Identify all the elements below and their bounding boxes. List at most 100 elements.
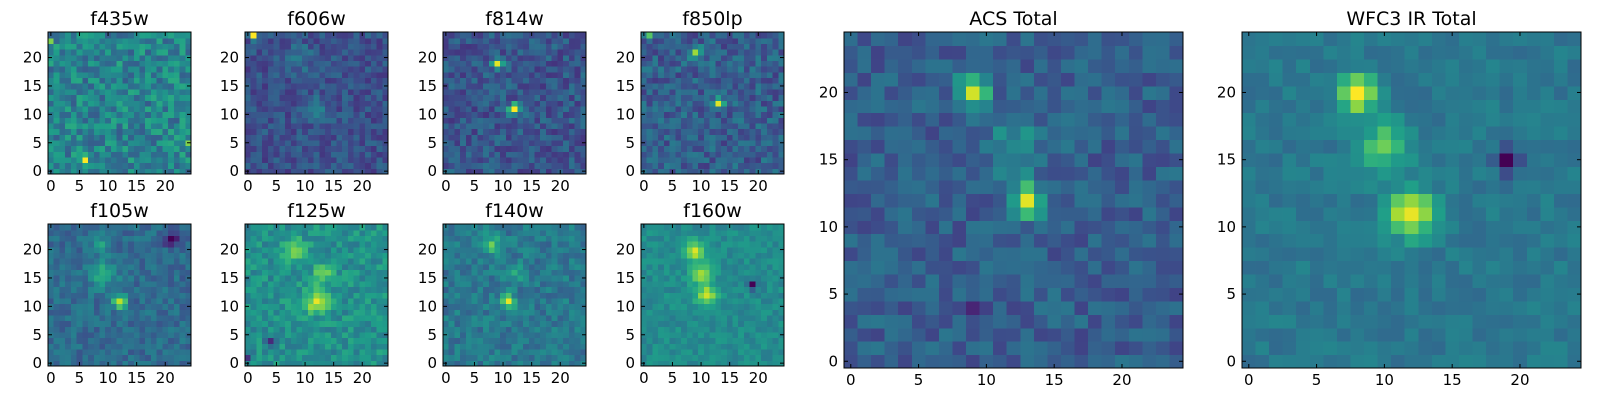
heatmap-cell bbox=[454, 100, 461, 107]
heatmap-cell bbox=[772, 360, 779, 367]
heatmap-cell bbox=[256, 100, 263, 107]
heatmap-cell bbox=[173, 275, 181, 282]
heatmap-cell bbox=[302, 263, 309, 271]
heatmap-cell bbox=[133, 117, 141, 124]
heatmap-cell bbox=[185, 88, 192, 96]
y-tick-label: 0 bbox=[427, 354, 437, 372]
heatmap-cell bbox=[732, 162, 739, 169]
heatmap-cell bbox=[256, 117, 263, 124]
heatmap-cell bbox=[279, 320, 286, 327]
heatmap-cell bbox=[185, 280, 192, 288]
heatmap-cell bbox=[749, 117, 756, 124]
heatmap-cell bbox=[88, 360, 95, 367]
heatmap-cell bbox=[483, 49, 490, 56]
heatmap-cell bbox=[681, 83, 688, 90]
heatmap-cell bbox=[290, 337, 298, 344]
heatmap-cell bbox=[540, 246, 547, 253]
heatmap-cell bbox=[738, 320, 745, 327]
heatmap-cell bbox=[370, 297, 378, 305]
heatmap-cell bbox=[313, 320, 320, 327]
heatmap-cell bbox=[505, 83, 513, 90]
heatmap-cell bbox=[500, 100, 507, 107]
heatmap-cell bbox=[65, 77, 72, 84]
heatmap-cell bbox=[761, 292, 768, 299]
heatmap-cell bbox=[93, 88, 101, 96]
heatmap-cell bbox=[162, 314, 169, 322]
heatmap-cell bbox=[285, 337, 292, 344]
heatmap-cell bbox=[245, 309, 252, 316]
heatmap-cell bbox=[290, 235, 298, 242]
heatmap-cell bbox=[150, 83, 158, 90]
heatmap-cell bbox=[471, 309, 478, 316]
heatmap-cell bbox=[488, 111, 496, 118]
heatmap-cell bbox=[179, 134, 186, 141]
heatmap-cell bbox=[48, 337, 55, 344]
heatmap-cell bbox=[325, 269, 332, 276]
heatmap-cell bbox=[681, 151, 688, 158]
heatmap-cell bbox=[48, 105, 55, 113]
heatmap-cell bbox=[245, 314, 252, 322]
heatmap-cell bbox=[483, 326, 490, 333]
heatmap-cell bbox=[145, 71, 152, 79]
heatmap-cell bbox=[185, 354, 192, 361]
heatmap-cell bbox=[370, 32, 378, 39]
heatmap-cell bbox=[325, 151, 332, 158]
heatmap-cell bbox=[173, 156, 181, 164]
heatmap-cell bbox=[540, 128, 547, 135]
heatmap-cell bbox=[347, 94, 355, 101]
heatmap-cell bbox=[273, 71, 280, 79]
heatmap-cell bbox=[563, 229, 570, 236]
heatmap-cell bbox=[698, 354, 705, 361]
heatmap-cell bbox=[325, 37, 332, 44]
heatmap-cell bbox=[477, 77, 484, 84]
heatmap-cell bbox=[48, 235, 55, 242]
heatmap-cell bbox=[477, 32, 484, 39]
heatmap-cell bbox=[65, 263, 72, 271]
heatmap-cell bbox=[528, 66, 536, 73]
heatmap-cell bbox=[262, 258, 269, 265]
heatmap-cell bbox=[256, 326, 263, 333]
heatmap-cell bbox=[732, 354, 739, 361]
heatmap-cell bbox=[755, 122, 762, 130]
heatmap-cell bbox=[574, 354, 581, 361]
heatmap-cell bbox=[772, 139, 779, 147]
heatmap-cell bbox=[279, 117, 286, 124]
heatmap-cell bbox=[307, 337, 315, 344]
heatmap-cell bbox=[250, 122, 258, 130]
heatmap-cell bbox=[477, 360, 484, 367]
heatmap-cell bbox=[732, 122, 739, 130]
heatmap-cell bbox=[692, 105, 699, 113]
heatmap-cell bbox=[76, 320, 83, 327]
heatmap-cell bbox=[772, 117, 779, 124]
heatmap-cell bbox=[185, 263, 192, 271]
heatmap-cell bbox=[511, 111, 518, 118]
heatmap-cell bbox=[313, 49, 320, 56]
heatmap-cell bbox=[511, 229, 518, 236]
heatmap-cell bbox=[76, 331, 83, 339]
heatmap-cell bbox=[76, 83, 83, 90]
heatmap-cell bbox=[273, 314, 280, 322]
heatmap-cell bbox=[557, 320, 564, 327]
heatmap-cell bbox=[517, 314, 524, 322]
heatmap-cell bbox=[347, 117, 355, 124]
heatmap-cell bbox=[675, 168, 682, 175]
heatmap-cell bbox=[319, 151, 326, 158]
heatmap-cell bbox=[307, 88, 315, 96]
heatmap-cell bbox=[290, 258, 298, 265]
heatmap-cell bbox=[139, 117, 146, 124]
heatmap-cell bbox=[454, 348, 461, 356]
heatmap-cell bbox=[150, 258, 158, 265]
heatmap-cell bbox=[168, 134, 175, 141]
heatmap-cell bbox=[370, 224, 378, 231]
heatmap-cell bbox=[128, 360, 135, 367]
heatmap-cell bbox=[663, 280, 671, 288]
heatmap-cell bbox=[471, 88, 478, 96]
heatmap-cell bbox=[460, 122, 467, 130]
heatmap-cell bbox=[726, 280, 734, 288]
heatmap-cell bbox=[686, 326, 694, 333]
heatmap-cell bbox=[65, 37, 72, 44]
heatmap-cell bbox=[755, 331, 762, 339]
heatmap-cell bbox=[319, 297, 326, 305]
heatmap-cell bbox=[523, 32, 530, 39]
heatmap-cell bbox=[477, 83, 484, 90]
